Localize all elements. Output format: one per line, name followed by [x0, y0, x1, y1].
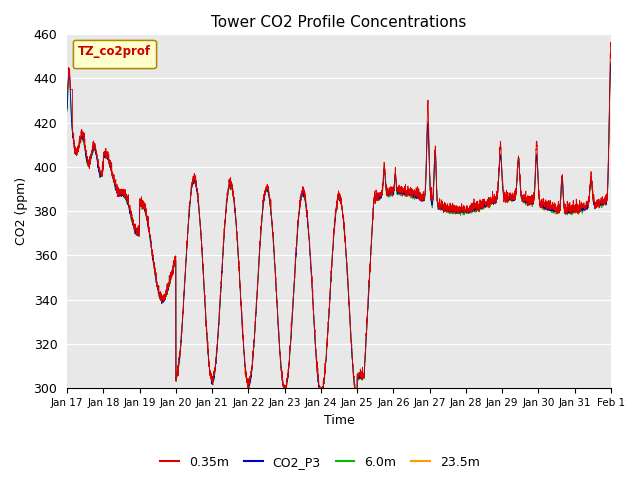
- Legend: : [73, 40, 156, 68]
- X-axis label: Time: Time: [324, 414, 355, 427]
- Y-axis label: CO2 (ppm): CO2 (ppm): [15, 177, 28, 245]
- Legend: 0.35m, CO2_P3, 6.0m, 23.5m: 0.35m, CO2_P3, 6.0m, 23.5m: [155, 451, 485, 474]
- Title: Tower CO2 Profile Concentrations: Tower CO2 Profile Concentrations: [211, 15, 467, 30]
